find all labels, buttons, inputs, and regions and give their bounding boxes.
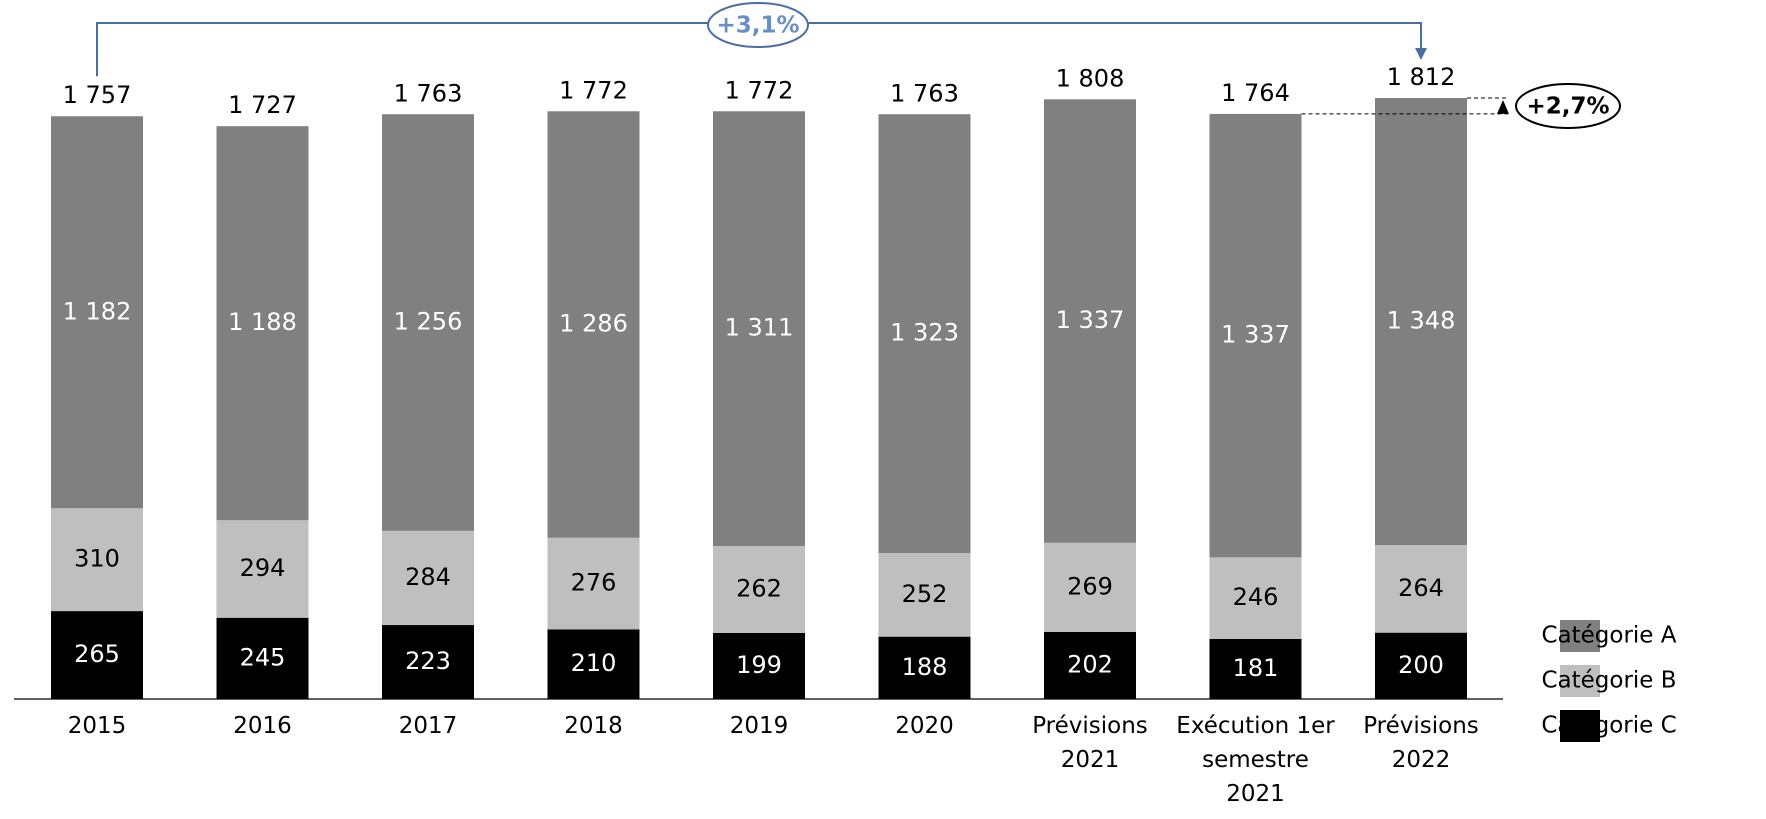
x-tick-label: 2015	[67, 713, 127, 739]
total-label: 1 772	[725, 76, 794, 104]
bar-segment	[382, 530, 474, 626]
legend-label: Catégorie C	[1541, 713, 1676, 739]
bar-segment	[1044, 99, 1136, 543]
total-label: 1 764	[1221, 79, 1290, 107]
bar-segment	[878, 636, 971, 699]
x-tick-label: 2018	[564, 713, 623, 739]
bar-segment	[713, 632, 805, 699]
value-label: 1 337	[1056, 306, 1125, 334]
total-label: 1 757	[63, 81, 132, 109]
value-label: 199	[736, 651, 782, 679]
value-label: 245	[240, 643, 286, 671]
value-label: 1 286	[559, 310, 628, 338]
x-tick-label: Prévisions 2021	[1032, 713, 1148, 773]
bar-segment	[547, 111, 640, 538]
total-label: 1 808	[1056, 64, 1125, 92]
value-label: 1 256	[394, 308, 463, 336]
value-label: 200	[1398, 651, 1444, 679]
legend-swatch	[1560, 620, 1600, 652]
bar-segment	[216, 520, 309, 618]
value-label: 264	[1398, 574, 1444, 602]
value-label: 188	[902, 653, 948, 681]
annotation: +2,7%	[1526, 94, 1609, 120]
bar-segment	[1044, 542, 1136, 633]
value-label: 252	[902, 580, 948, 608]
bar-segment	[1375, 545, 1467, 633]
annotation-bubble	[707, 2, 809, 48]
value-label: 1 337	[1221, 321, 1290, 349]
value-label: 1 311	[725, 314, 794, 342]
total-label: 1 772	[559, 76, 628, 104]
arrow-head	[1497, 100, 1509, 114]
bar-segment	[382, 114, 474, 531]
value-label: 1 188	[228, 308, 297, 336]
value-label: 310	[74, 545, 120, 573]
bar-segment	[216, 126, 309, 521]
legend-swatch	[1560, 665, 1600, 697]
x-tick-label: 2016	[233, 713, 292, 739]
bar-segment	[51, 611, 143, 699]
total-label: 1 727	[228, 91, 297, 119]
bar-segment	[547, 629, 640, 699]
x-tick-label: Exécution 1er semestre 2021	[1176, 713, 1335, 807]
value-label: 1 348	[1387, 307, 1456, 335]
x-tick-label: 2020	[895, 713, 954, 739]
bar-segment	[382, 625, 474, 699]
value-label: 181	[1233, 654, 1279, 682]
value-label: 265	[74, 640, 120, 668]
bar-segment	[713, 111, 805, 547]
total-label: 1 763	[394, 79, 463, 107]
annotation: +3,1%	[716, 13, 799, 39]
total-label: 1 812	[1387, 63, 1456, 91]
value-label: 210	[571, 649, 617, 677]
value-label: 294	[240, 554, 286, 582]
bar-segment	[216, 617, 309, 699]
value-label: 246	[1233, 583, 1279, 611]
bar-segment	[878, 553, 971, 637]
bar-segment	[878, 114, 971, 554]
bar-segment	[51, 116, 143, 509]
x-tick-label: 2019	[729, 713, 789, 739]
bar-segment	[51, 508, 143, 612]
value-label: 1 182	[63, 297, 132, 325]
bar-segment	[1209, 638, 1302, 699]
value-label: 262	[736, 575, 782, 603]
value-label: 202	[1067, 651, 1113, 679]
x-tick-label: 2017	[398, 713, 458, 739]
bar-segment	[1044, 632, 1136, 699]
x-tick-label: Prévisions 2022	[1363, 713, 1479, 773]
legend-label: Catégorie B	[1541, 668, 1676, 694]
legend-label: Catégorie A	[1541, 623, 1676, 649]
bar-segment	[1375, 632, 1467, 699]
value-label: 1 323	[890, 319, 959, 347]
annotation-bubble	[1515, 83, 1621, 129]
value-label: 284	[405, 563, 451, 591]
bar-segment	[1209, 113, 1302, 558]
bar-segment	[713, 546, 805, 633]
total-label: 1 763	[890, 79, 959, 107]
bar-segment	[1209, 557, 1302, 639]
value-label: 223	[405, 647, 451, 675]
bar-segment	[547, 537, 640, 630]
bar-segment	[1375, 98, 1467, 546]
legend-swatch	[1560, 710, 1600, 742]
value-label: 276	[571, 569, 617, 597]
arrow-head	[1415, 48, 1427, 60]
value-label: 269	[1067, 572, 1113, 600]
